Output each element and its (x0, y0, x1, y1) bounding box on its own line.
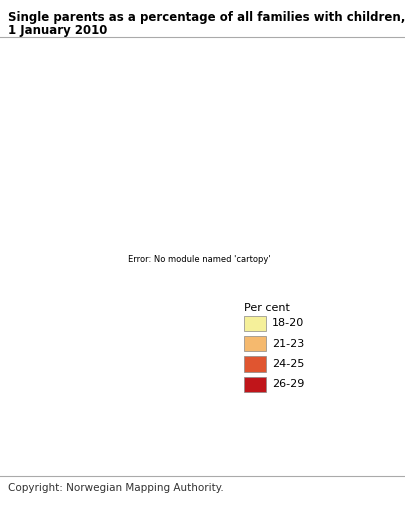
Text: 21-23: 21-23 (271, 338, 303, 349)
Text: Error: No module named 'cartopy': Error: No module named 'cartopy' (127, 255, 270, 264)
Text: 18-20: 18-20 (271, 318, 303, 328)
Text: Single parents as a percentage of all families with children, by county.: Single parents as a percentage of all fa… (8, 11, 405, 24)
Text: Copyright: Norwegian Mapping Authority.: Copyright: Norwegian Mapping Authority. (8, 483, 223, 493)
Text: 1 January 2010: 1 January 2010 (8, 24, 107, 38)
Text: Per cent: Per cent (243, 303, 289, 313)
Text: 26-29: 26-29 (271, 379, 304, 389)
Text: 24-25: 24-25 (271, 359, 304, 369)
